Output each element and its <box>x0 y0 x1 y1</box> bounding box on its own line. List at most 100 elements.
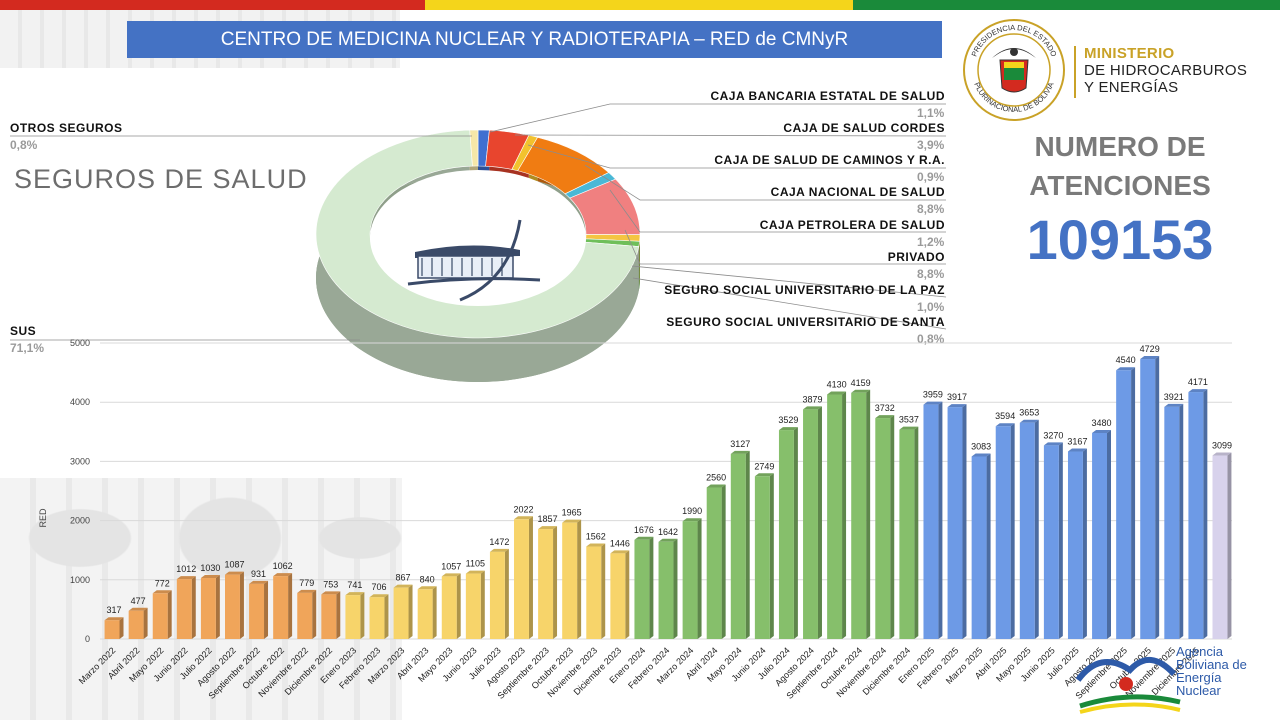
bar-26 <box>730 453 746 639</box>
pie-title: SEGUROS DE SALUD <box>14 164 308 194</box>
pie-label-caja-nacional: CAJA NACIONAL DE SALUD <box>770 185 945 199</box>
bar-top-39 <box>1043 442 1063 446</box>
bar-37 <box>995 426 1011 639</box>
bar-value-label-3: 1012 <box>176 564 196 574</box>
bar-side-3 <box>191 576 196 639</box>
bar-side-19 <box>577 519 582 639</box>
bar-35 <box>947 407 963 639</box>
bar-1 <box>128 610 144 639</box>
bar-side-44 <box>1179 403 1184 639</box>
leader-line-3 <box>584 164 946 201</box>
bar-5 <box>225 574 240 639</box>
bar-side-46 <box>1227 452 1232 639</box>
bar-side-38 <box>1034 419 1039 639</box>
bar-top-28 <box>778 427 798 431</box>
page-title: CENTRO DE MEDICINA NUCLEAR Y RADIOTERAPI… <box>127 21 942 58</box>
bar-top-42 <box>1116 367 1136 371</box>
bar-value-label-24: 1990 <box>682 506 702 516</box>
bar-15 <box>465 573 481 639</box>
bar-top-20 <box>586 543 606 547</box>
bar-side-0 <box>119 617 124 639</box>
bar-top-34 <box>923 401 943 405</box>
bar-value-label-1: 477 <box>131 596 146 606</box>
bar-top-36 <box>971 453 991 457</box>
bar-top-7 <box>273 573 293 577</box>
ministry-divider <box>1074 46 1076 98</box>
bar-top-8 <box>297 589 317 593</box>
bar-side-14 <box>456 573 461 639</box>
bar-34 <box>923 404 939 639</box>
bar-top-32 <box>875 415 895 419</box>
bar-side-31 <box>866 389 871 639</box>
bar-value-label-38: 3653 <box>1019 408 1039 418</box>
bar-top-17 <box>514 516 533 520</box>
bar-27 <box>754 476 770 639</box>
bar-value-label-5: 1087 <box>224 560 244 570</box>
bar-top-13 <box>417 586 437 590</box>
bar-top-40 <box>1067 448 1087 452</box>
y-tick-label: 0 <box>85 634 90 644</box>
bar-side-9 <box>336 591 341 639</box>
bar-value-label-0: 317 <box>107 605 122 615</box>
bar-side-28 <box>793 427 798 639</box>
bar-value-label-31: 4159 <box>851 378 871 388</box>
bar-36 <box>971 456 987 639</box>
bar-top-26 <box>730 450 750 454</box>
bar-33 <box>899 429 915 639</box>
bar-28 <box>778 430 794 639</box>
bar-top-24 <box>682 518 702 522</box>
pie-pct-caja-nacional: 8,8% <box>917 202 945 216</box>
pie-label-privado: PRIVADO <box>887 250 945 264</box>
bar-value-label-2: 772 <box>155 578 170 588</box>
bar-top-16 <box>489 548 509 552</box>
aben-line3: Energía <box>1176 670 1222 685</box>
bar-top-25 <box>706 484 726 488</box>
bar-value-label-21: 1446 <box>610 538 630 548</box>
flag-yellow-stripe <box>425 0 853 10</box>
bar-value-label-37: 3594 <box>995 411 1015 421</box>
bar-value-label-20: 1562 <box>586 532 606 542</box>
pie-pct-caja-cordes: 3,9% <box>917 138 945 152</box>
bar-21 <box>610 553 626 639</box>
bar-value-label-27: 2749 <box>754 461 774 471</box>
bar-value-label-6: 931 <box>251 569 266 579</box>
bar-value-label-25: 2560 <box>706 472 726 482</box>
pie-pct-sus: 71,1% <box>10 341 45 355</box>
bar-top-11 <box>369 594 389 598</box>
bar-value-label-14: 1057 <box>441 561 461 571</box>
donut-wall-7 <box>638 241 640 291</box>
bar-top-22 <box>634 536 654 540</box>
bar-top-3 <box>176 576 196 580</box>
leader-line-7 <box>632 277 947 330</box>
bar-value-label-19: 1965 <box>562 508 582 518</box>
bar-16 <box>489 551 505 639</box>
pie-pct-caja-caminos: 0,9% <box>917 170 945 184</box>
ministry-line2: DE HIDROCARBUROS <box>1084 62 1248 79</box>
bar-value-label-30: 4130 <box>827 380 847 390</box>
pie-label-caja-bancaria: CAJA BANCARIA ESTATAL DE SALUD <box>710 89 945 103</box>
bar-3 <box>176 579 192 639</box>
bar-31 <box>851 392 867 639</box>
bar-value-label-33: 3537 <box>899 415 919 425</box>
bar-4 <box>200 578 216 639</box>
bar-value-label-22: 1676 <box>634 525 654 535</box>
donut-leader-lines <box>10 103 947 341</box>
bar-side-40 <box>1082 448 1087 639</box>
bar-value-label-34: 3959 <box>923 390 943 400</box>
bar-side-27 <box>769 473 774 639</box>
bar-side-34 <box>938 401 943 639</box>
pie-label-caja-petrolera: CAJA PETROLERA DE SALUD <box>759 218 945 232</box>
bar-value-label-8: 779 <box>299 578 314 588</box>
bar-24 <box>682 521 698 639</box>
donut-slices <box>315 129 641 339</box>
bar-side-25 <box>721 484 726 639</box>
bar-value-label-35: 3917 <box>947 392 967 402</box>
bar-top-18 <box>538 526 558 530</box>
bar-value-label-43: 4729 <box>1140 344 1160 354</box>
bar-side-29 <box>817 406 822 639</box>
bar-side-20 <box>601 543 606 639</box>
bar-value-label-40: 3167 <box>1067 437 1087 447</box>
bar-side-24 <box>697 518 702 639</box>
